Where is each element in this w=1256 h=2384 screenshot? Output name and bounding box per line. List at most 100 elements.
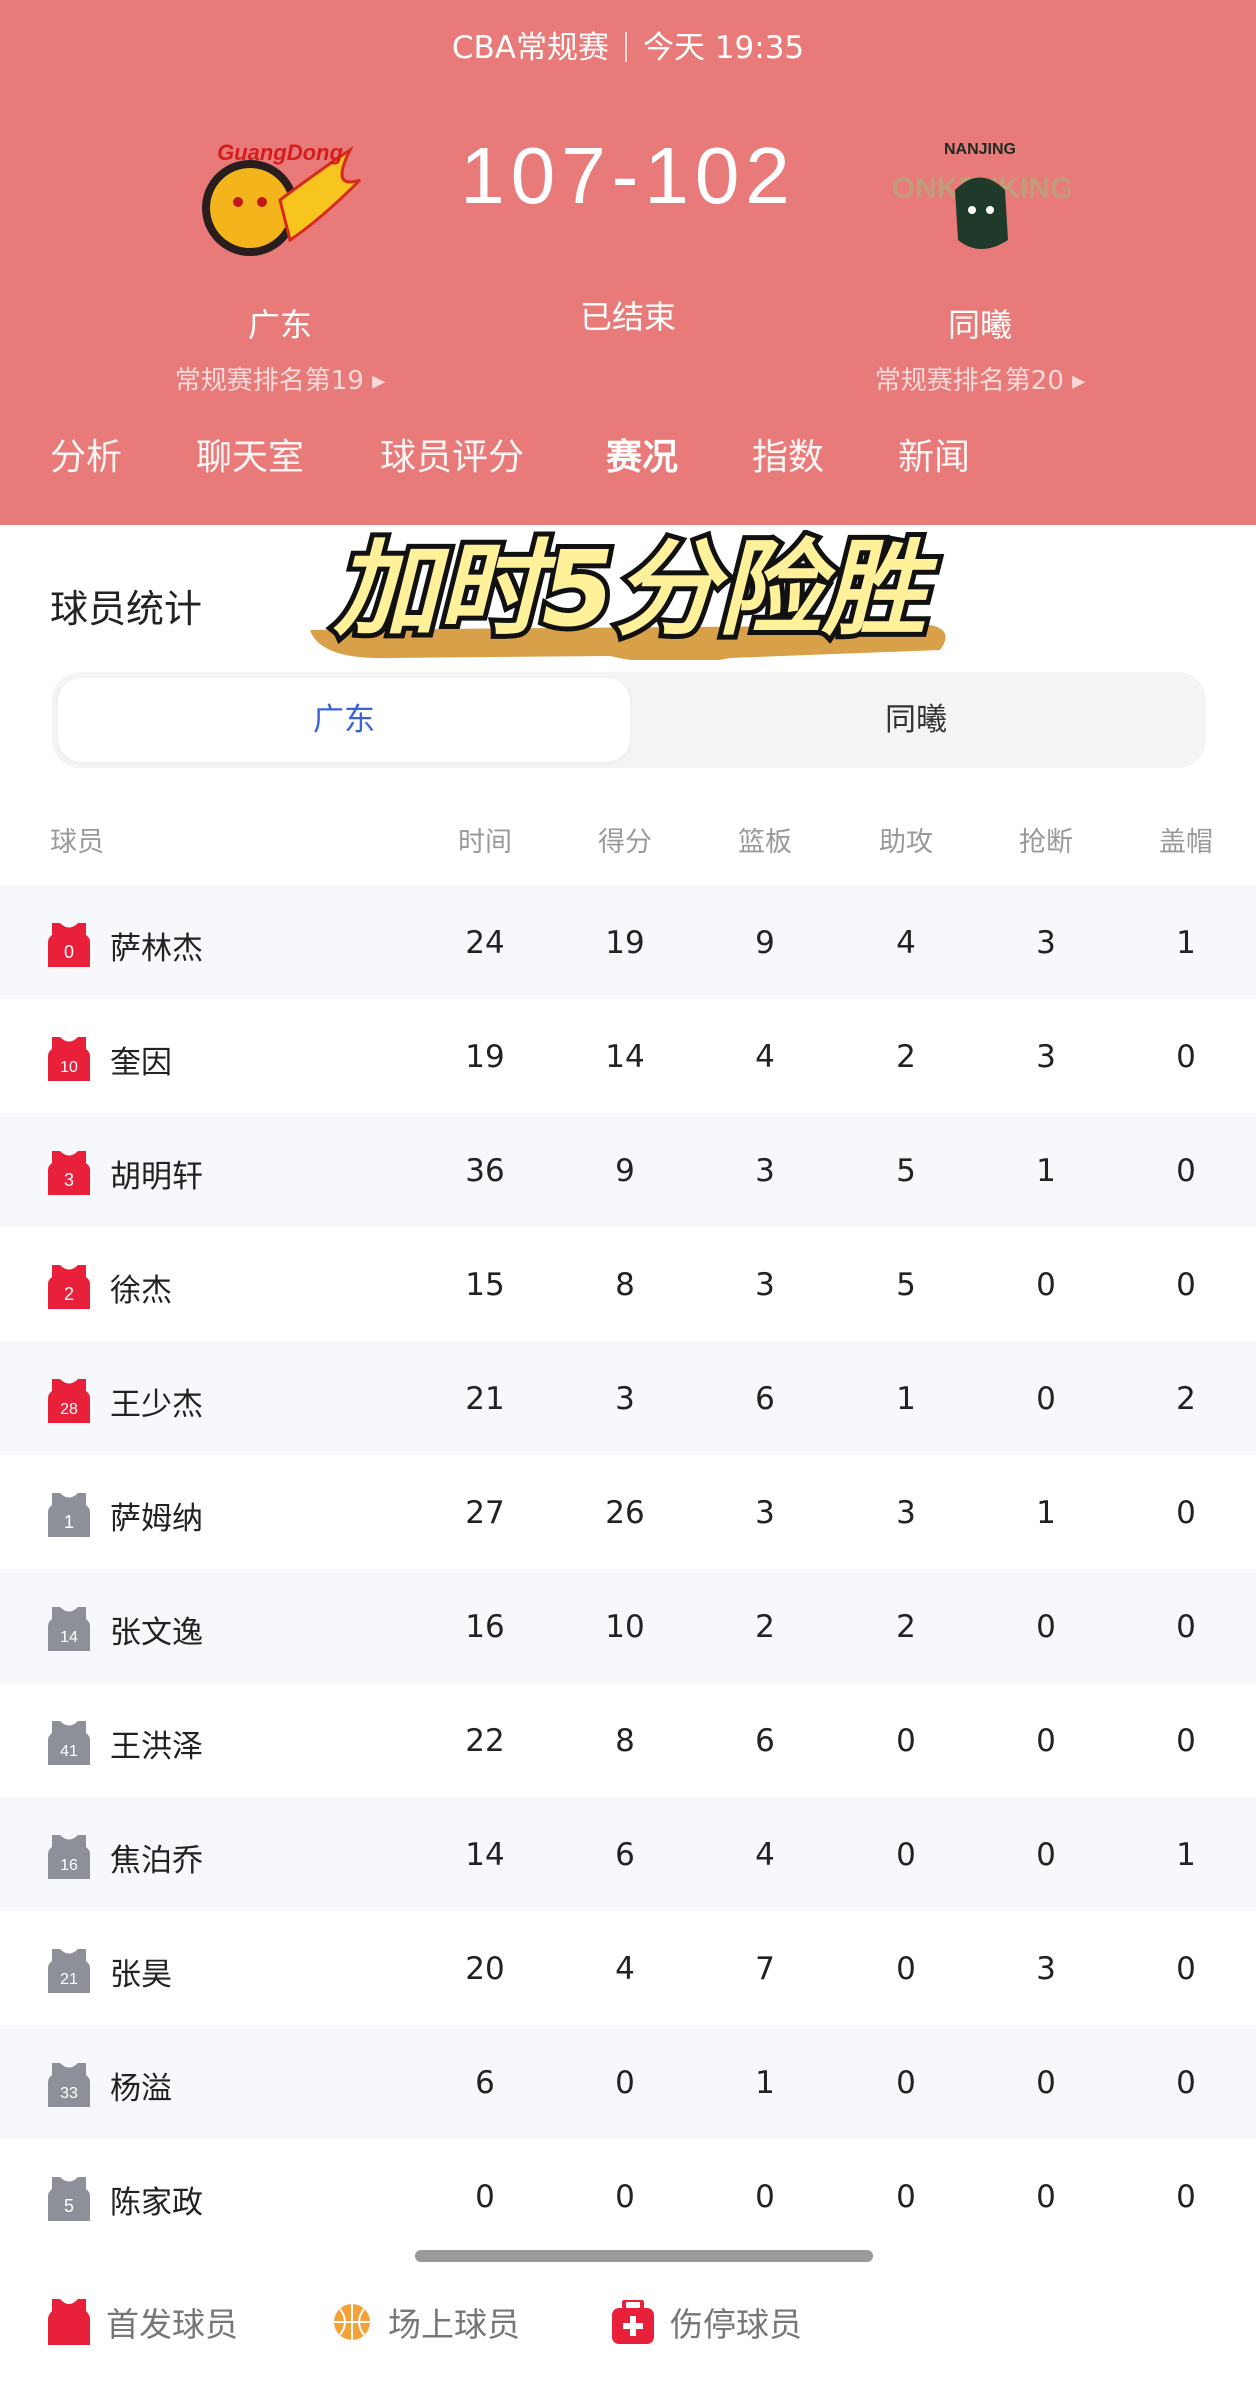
- player-name[interactable]: 奎因: [110, 1045, 172, 1081]
- svg-text:41: 41: [60, 1743, 78, 1760]
- col-rebounds: 篮板: [738, 827, 792, 858]
- table-row[interactable]: 21 张昊 20 4 7 0 3 0: [0, 1911, 1256, 2025]
- stat-rebounds: 0: [755, 2179, 775, 2215]
- legend-on-court: 场上球员: [332, 2292, 520, 2352]
- svg-text:28: 28: [60, 1401, 78, 1418]
- stat-points: 0: [615, 2179, 635, 2215]
- scrollbar[interactable]: [415, 2250, 873, 2262]
- jersey-icon: 2: [48, 1265, 90, 1309]
- tab-analysis[interactable]: 分析: [50, 437, 123, 478]
- tab-chatroom[interactable]: 聊天室: [196, 437, 305, 478]
- table-row[interactable]: 5 陈家政 0 0 0 0 0 0: [0, 2139, 1256, 2253]
- svg-text:加时5分险胜: 加时5分险胜: [333, 530, 938, 650]
- home-team[interactable]: GuangDong 广东 常规赛排名第19 ▸: [100, 130, 460, 397]
- stat-assists: 3: [896, 1495, 916, 1531]
- player-name[interactable]: 张昊: [110, 1957, 172, 1993]
- stat-blocks: 0: [1176, 1039, 1196, 1075]
- jersey-icon: 3: [48, 1151, 90, 1195]
- stat-minutes: 16: [465, 1609, 505, 1645]
- player-name[interactable]: 徐杰: [110, 1273, 172, 1309]
- stat-assists: 0: [896, 1837, 916, 1873]
- stat-steals: 1: [1036, 1153, 1056, 1189]
- player-name[interactable]: 王洪泽: [110, 1729, 203, 1765]
- stat-rebounds: 9: [755, 925, 775, 961]
- stat-assists: 2: [896, 1609, 916, 1645]
- stat-minutes: 0: [475, 2179, 495, 2215]
- player-name[interactable]: 胡明轩: [110, 1159, 203, 1195]
- jersey-icon: 0: [48, 923, 90, 967]
- player-name[interactable]: 萨姆纳: [110, 1501, 203, 1537]
- table-row[interactable]: 2 徐杰 15 8 3 5 0 0: [0, 1227, 1256, 1341]
- tab-match-status[interactable]: 赛况: [606, 437, 679, 478]
- league-label: CBA常规赛: [451, 30, 609, 66]
- tab-bar: 分析 聊天室 球员评分 赛况 指数 新闻: [0, 428, 1256, 944]
- away-team-rank[interactable]: 常规赛排名第20 ▸: [874, 366, 1086, 396]
- stat-assists: 0: [896, 1951, 916, 1987]
- stat-minutes: 20: [465, 1951, 505, 1987]
- stat-blocks: 0: [1176, 1609, 1196, 1645]
- stat-points: 9: [615, 1153, 635, 1189]
- svg-text:5: 5: [64, 2196, 74, 2216]
- svg-text:33: 33: [60, 2085, 78, 2102]
- stat-blocks: 0: [1176, 1267, 1196, 1303]
- match-info: CBA常规赛 今天 19:35: [0, 22, 1256, 67]
- medical-kit-icon: [612, 2300, 654, 2344]
- stat-assists: 0: [896, 2179, 916, 2215]
- team-toggle: 广东 同曦: [52, 672, 1206, 768]
- table-row[interactable]: 16 焦泊乔 14 6 4 0 0 1: [0, 1797, 1256, 1911]
- stat-rebounds: 6: [755, 1381, 775, 1417]
- home-team-rank[interactable]: 常规赛排名第19 ▸: [174, 366, 386, 396]
- tab-player-rating[interactable]: 球员评分: [380, 437, 525, 478]
- stat-blocks: 0: [1176, 1723, 1196, 1759]
- player-name[interactable]: 陈家政: [110, 2185, 203, 2221]
- table-row[interactable]: 10 奎因 19 14 4 2 3 0: [0, 999, 1256, 1113]
- svg-text:0: 0: [64, 942, 74, 962]
- tab-news[interactable]: 新闻: [898, 437, 971, 478]
- red-jersey-icon: [48, 2299, 90, 2345]
- stat-blocks: 0: [1176, 2179, 1196, 2215]
- svg-text:GuangDong: GuangDong: [217, 140, 343, 165]
- stat-points: 0: [615, 2065, 635, 2101]
- col-assists: 助攻: [879, 827, 933, 858]
- jersey-icon: 10: [48, 1037, 90, 1081]
- tab-index[interactable]: 指数: [752, 437, 825, 478]
- table-row[interactable]: 28 王少杰 21 3 6 1 0 2: [0, 1341, 1256, 1455]
- table-header: 球员 时间 得分 篮板 助攻 抢断 盖帽: [0, 820, 1256, 866]
- stat-points: 8: [615, 1267, 635, 1303]
- table-row[interactable]: 41 王洪泽 22 8 6 0 0 0: [0, 1683, 1256, 1797]
- table-row[interactable]: 14 张文逸 16 10 2 2 0 0: [0, 1569, 1256, 1683]
- svg-text:16: 16: [60, 1857, 78, 1874]
- svg-text:14: 14: [60, 1629, 78, 1646]
- stat-minutes: 36: [465, 1153, 505, 1189]
- stat-points: 14: [605, 1039, 645, 1075]
- stat-assists: 5: [896, 1153, 916, 1189]
- stat-steals: 1: [1036, 1495, 1056, 1531]
- stat-rebounds: 3: [755, 1153, 775, 1189]
- stat-assists: 2: [896, 1039, 916, 1075]
- stat-rebounds: 3: [755, 1267, 775, 1303]
- player-name[interactable]: 萨林杰: [110, 931, 203, 967]
- svg-text:21: 21: [60, 1971, 78, 1988]
- table-row[interactable]: 3 胡明轩 36 9 3 5 1 0: [0, 1113, 1256, 1227]
- stat-blocks: 0: [1176, 1951, 1196, 1987]
- away-team[interactable]: NANJING MONKEYKINGS 同曦 常规赛排名第20 ▸: [800, 130, 1160, 397]
- stat-blocks: 1: [1176, 1837, 1196, 1873]
- toggle-away-team[interactable]: 同曦: [885, 702, 947, 738]
- table-row[interactable]: 0 萨林杰 24 19 9 4 3 1: [0, 885, 1256, 999]
- stat-steals: 3: [1036, 925, 1056, 961]
- stat-assists: 0: [896, 1723, 916, 1759]
- player-name[interactable]: 张文逸: [110, 1615, 203, 1651]
- player-name[interactable]: 王少杰: [110, 1387, 203, 1423]
- svg-text:NANJING: NANJING: [944, 141, 1016, 158]
- table-row[interactable]: 1 萨姆纳 27 26 3 3 1 0: [0, 1455, 1256, 1569]
- stat-minutes: 6: [475, 2065, 495, 2101]
- jersey-icon: 33: [48, 2063, 90, 2107]
- player-name[interactable]: 杨溢: [110, 2071, 172, 2107]
- stat-minutes: 22: [465, 1723, 505, 1759]
- toggle-home-team[interactable]: 广东: [58, 678, 630, 762]
- player-name[interactable]: 焦泊乔: [110, 1843, 203, 1879]
- stat-assists: 5: [896, 1267, 916, 1303]
- table-row[interactable]: 33 杨溢 6 0 1 0 0 0: [0, 2025, 1256, 2139]
- legend-label: 伤停球员: [670, 2305, 802, 2344]
- stat-rebounds: 3: [755, 1495, 775, 1531]
